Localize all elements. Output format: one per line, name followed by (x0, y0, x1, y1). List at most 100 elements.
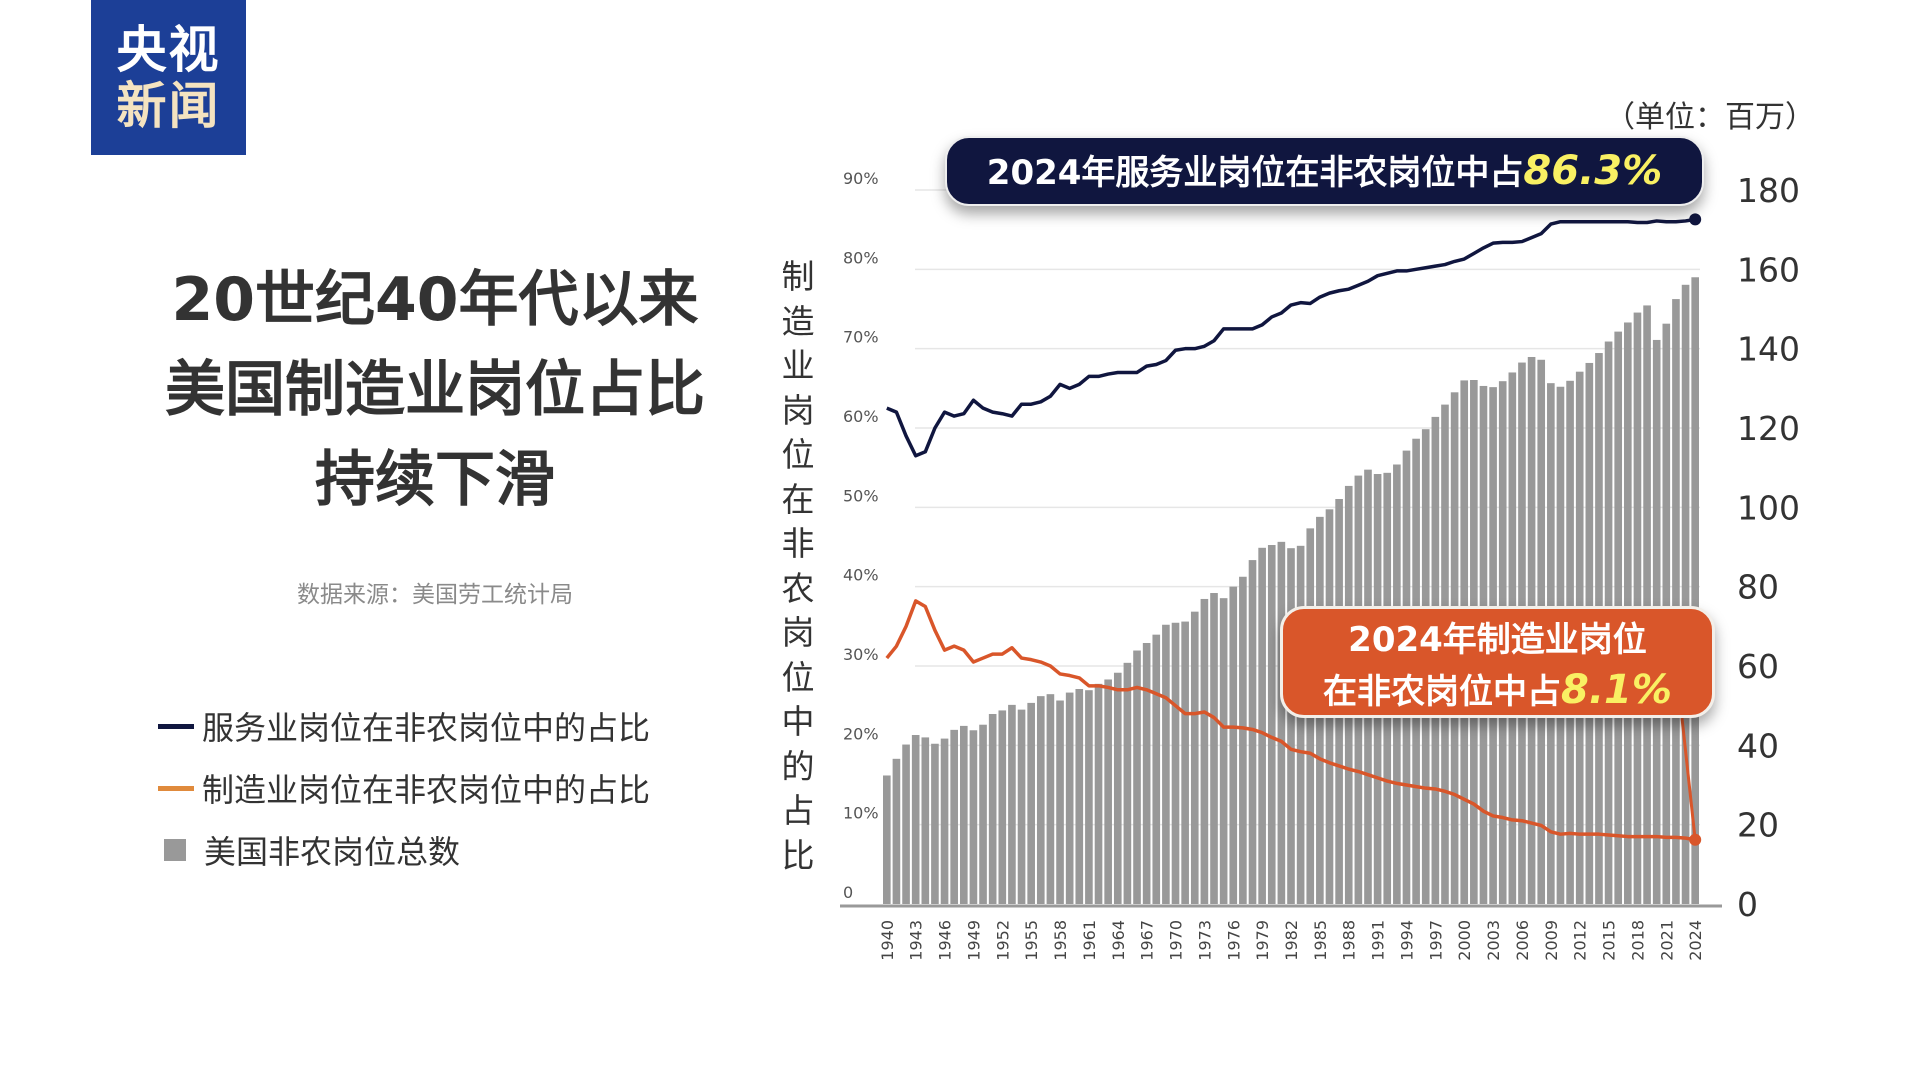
x-tick-label: 1979 (1253, 920, 1272, 961)
bar-1944 (921, 737, 930, 904)
manufacturing-callout: 2024年制造业岗位 在非农岗位中占8.1% (1280, 606, 1715, 718)
bar-1969 (1162, 624, 1170, 904)
bar-1963 (1104, 679, 1112, 904)
legend-item-manufacturing: 制造业岗位在非农岗位中的占比 (158, 757, 650, 819)
legend-swatch-service (158, 723, 194, 729)
bar-1954 (1017, 709, 1026, 904)
x-tick-label: 1946 (936, 920, 955, 961)
y-right-tick-label: 140 (1737, 330, 1800, 369)
title-line3: 持续下滑 (315, 445, 555, 515)
bar-1979 (1258, 547, 1266, 904)
manufacturing-share-line (885, 599, 1696, 842)
y-right-tick-label: 180 (1737, 171, 1800, 210)
bar-1973 (1200, 598, 1209, 904)
y-left-tick-label: 60% (843, 407, 879, 426)
bar-1970 (1171, 622, 1180, 904)
x-tick-label: 1943 (907, 920, 926, 961)
legend-label: 制造业岗位在非农岗位中的占比 (202, 771, 651, 809)
y-left-tick-label: 80% (843, 248, 879, 267)
bar-1957 (1046, 694, 1055, 904)
x-tick-label: 2000 (1455, 920, 1474, 961)
bar-1974 (1210, 593, 1218, 904)
bar-1949 (969, 730, 978, 904)
legend: 服务业岗位在非农岗位中的占比 制造业岗位在非农岗位中的占比 美国非农岗位总数 (158, 695, 650, 881)
legend-swatch-manufacturing (158, 785, 194, 791)
y-left-tick-label: 50% (843, 486, 879, 505)
bar-1946 (940, 738, 949, 904)
x-tick-label: 1961 (1080, 920, 1099, 961)
service-callout: 2024年服务业岗位在非农岗位中占86.3% (945, 136, 1704, 206)
bar-1981 (1277, 541, 1286, 904)
service-callout-value: 86.3% (1523, 148, 1663, 194)
x-tick-label: 1964 (1109, 920, 1128, 961)
y-right-tick-label: 60 (1737, 647, 1779, 686)
y-left-tick-label: 70% (843, 328, 879, 347)
bar-1975 (1219, 598, 1228, 904)
bar-1959 (1065, 692, 1074, 904)
x-tick-label: 1985 (1311, 920, 1330, 961)
manufacturing-callout-line2: 在非农岗位中占 (1323, 672, 1562, 712)
y-right-tick-label: 40 (1737, 726, 1779, 765)
legend-item-service: 服务业岗位在非农岗位中的占比 (158, 695, 650, 757)
x-tick-label: 2009 (1542, 920, 1561, 961)
x-tick-label: 1988 (1340, 920, 1359, 961)
bar-1980 (1267, 545, 1276, 904)
data-source: 数据来源：美国劳工统计局 (297, 582, 573, 608)
y-left-tick-label: 0 (843, 883, 853, 902)
service-share-line (886, 217, 1696, 458)
x-tick-label: 1976 (1224, 920, 1243, 961)
bar-1941 (892, 758, 901, 904)
logo-line1: 央视 (116, 20, 221, 79)
x-tick-label: 1967 (1138, 920, 1157, 961)
x-tick-label: 1940 (878, 920, 897, 961)
x-tick-label: 2012 (1571, 920, 1590, 961)
bar-1977 (1239, 576, 1247, 904)
bar-1947 (950, 729, 958, 904)
y-left-tick-label: 20% (843, 724, 879, 743)
bar-1955 (1027, 702, 1035, 904)
x-tick-label: 2021 (1657, 920, 1676, 961)
service-callout-text: 2024年服务业岗位在非农岗位中占 (986, 153, 1524, 193)
y-left-tick-label: 40% (843, 566, 879, 585)
bar-2023 (1681, 284, 1690, 904)
manufacturing-callout-line1: 2024年制造业岗位 (1348, 620, 1647, 660)
legend-swatch-total (164, 839, 186, 861)
x-tick-label: 1952 (993, 920, 1012, 961)
x-tick-label: 1949 (964, 920, 983, 961)
bar-1966 (1133, 650, 1141, 904)
page-title: 20世纪40年代以来 美国制造业岗位占比 持续下滑 (120, 255, 750, 525)
manufacturing-callout-pointer (1680, 717, 1697, 840)
service-end-point (1689, 213, 1702, 226)
bar-1983 (1296, 545, 1305, 904)
y-left-tick-label: 10% (843, 804, 879, 823)
bar-1940 (883, 775, 891, 904)
bar-2022 (1672, 299, 1680, 904)
bar-1972 (1190, 611, 1199, 904)
x-tick-label: 1994 (1397, 920, 1416, 961)
y-right-tick-label: 160 (1737, 250, 1800, 289)
x-tick-label: 1997 (1426, 920, 1445, 961)
y-right-tick-label: 120 (1737, 409, 1800, 448)
bar-1982 (1287, 548, 1295, 904)
legend-label: 美国非农岗位总数 (204, 833, 461, 871)
bar-1962 (1094, 683, 1103, 904)
y-right-tick-label: 0 (1737, 885, 1758, 924)
x-tick-label: 1973 (1195, 920, 1214, 961)
x-tick-label: 2006 (1513, 920, 1532, 961)
bar-1942 (902, 744, 910, 904)
bar-1945 (931, 743, 939, 904)
manufacturing-callout-value: 8.1% (1561, 667, 1672, 713)
legend-item-total: 美国非农岗位总数 (158, 819, 650, 881)
bar-1951 (988, 713, 997, 904)
x-tick-label: 1955 (1022, 920, 1041, 961)
bar-1953 (1008, 704, 1016, 904)
y-left-tick-label: 90% (843, 169, 879, 188)
y-left-tick-label: 30% (843, 645, 879, 664)
x-tick-label: 1982 (1282, 920, 1301, 961)
bar-1968 (1152, 634, 1161, 904)
bar-1948 (959, 725, 968, 904)
bar-1971 (1181, 621, 1189, 904)
y-axis-right-unit: （单位：百万） (1605, 100, 1815, 135)
y-right-tick-label: 80 (1737, 568, 1779, 607)
y-right-tick-label: 100 (1737, 488, 1800, 527)
